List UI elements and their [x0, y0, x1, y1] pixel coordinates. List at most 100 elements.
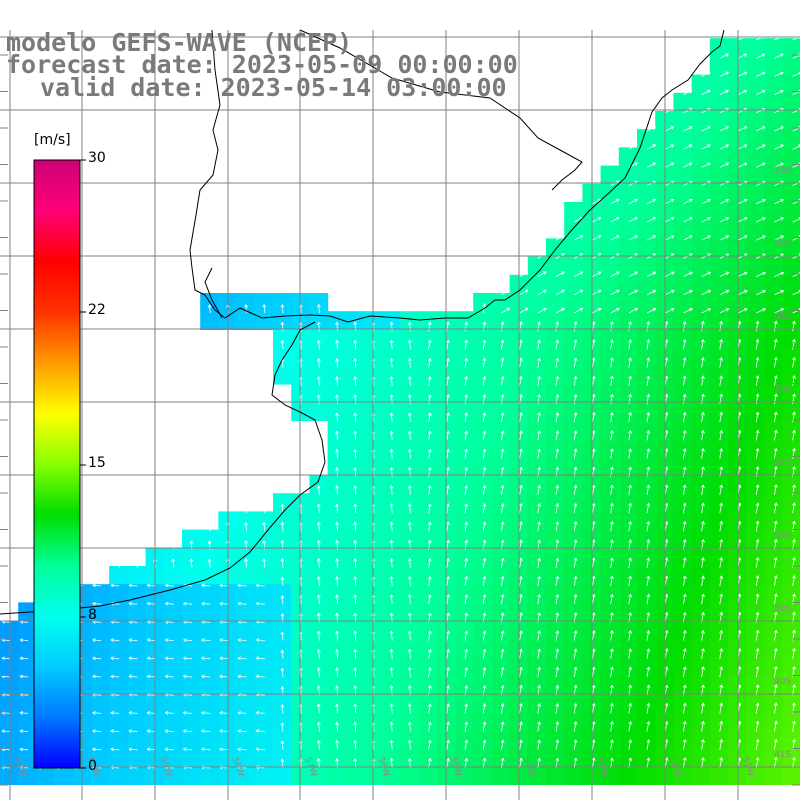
wind-arrow-shaft	[2, 657, 11, 660]
lat-label: 36S	[774, 385, 791, 395]
wind-arrow-head	[755, 611, 760, 616]
wind-arrow-head	[798, 108, 800, 112]
wind-arrow-shaft	[219, 639, 229, 641]
wind-arrow-head	[500, 593, 505, 598]
wind-arrow-head	[780, 235, 785, 239]
wind-speed-cell	[764, 638, 784, 658]
wind-arrow	[146, 710, 156, 715]
wind-arrow-shaft	[719, 235, 729, 241]
wind-arrow-head	[316, 739, 321, 744]
wind-arrow-head	[773, 502, 778, 507]
wind-arrow-head	[755, 484, 760, 488]
wind-arrow-head	[219, 674, 223, 679]
wind-speed-cell	[291, 711, 310, 731]
wind-arrow-head	[719, 429, 723, 434]
wind-speed-cell	[273, 638, 292, 658]
wind-arrow-shaft	[92, 748, 102, 751]
wind-arrow-shaft	[774, 290, 784, 296]
wind-speed-cell	[345, 675, 365, 694]
wind-arrow-head	[682, 411, 687, 416]
wind-speed-cell	[764, 420, 784, 440]
wind-speed-cell	[782, 493, 800, 512]
wind-arrow	[555, 502, 560, 514]
wind-speed-cell	[618, 293, 638, 312]
wind-arrow-shaft	[701, 321, 704, 332]
wind-arrow-shaft	[519, 594, 522, 605]
wind-arrow	[573, 575, 578, 587]
wind-speed-cell	[728, 748, 747, 767]
wind-arrow	[537, 430, 541, 441]
wind-arrow-shaft	[774, 163, 784, 168]
wind-speed-cell	[291, 584, 310, 603]
wind-speed-cell	[746, 675, 765, 694]
wind-arrow	[237, 729, 247, 733]
wind-arrow	[792, 429, 796, 441]
wind-speed-cell	[782, 420, 800, 440]
wind-speed-cell	[618, 311, 638, 330]
wind-arrow	[646, 702, 651, 714]
wind-speed-cell	[109, 711, 128, 731]
wind-arrow	[555, 739, 560, 750]
wind-arrow-shaft	[610, 217, 620, 223]
wind-arrow	[755, 593, 760, 605]
wind-arrow	[353, 594, 358, 605]
wind-speed-cell	[564, 493, 583, 512]
wind-arrow-head	[591, 520, 596, 525]
wind-arrow-head	[591, 721, 596, 725]
wind-arrow-shaft	[482, 376, 486, 386]
wind-arrow-shaft	[300, 558, 302, 568]
wind-arrow-shaft	[610, 521, 613, 532]
wind-arrow-shaft	[354, 503, 357, 514]
wind-arrow-head	[610, 393, 614, 398]
wind-arrow-shaft	[719, 217, 729, 223]
wind-speed-cell	[455, 638, 474, 658]
wind-speed-cell	[673, 147, 693, 167]
wind-arrow	[701, 738, 705, 750]
wind-arrow	[482, 575, 487, 587]
wind-arrow	[464, 521, 469, 532]
wind-arrow	[573, 666, 578, 678]
wind-arrow-head	[407, 503, 412, 507]
wind-arrow-shaft	[610, 339, 613, 350]
wind-arrow-shaft	[2, 639, 11, 641]
wind-arrow-shaft	[665, 271, 675, 277]
wind-arrow-head	[573, 648, 578, 653]
wind-arrow-head	[555, 448, 560, 453]
wind-arrow-head	[725, 144, 730, 148]
wind-arrow-shaft	[391, 667, 393, 678]
wind-speed-cell	[109, 620, 128, 640]
wind-arrow-shaft	[501, 594, 504, 605]
wind-arrow	[519, 271, 529, 277]
wind-arrow	[719, 126, 730, 132]
wind-arrow-shaft	[683, 630, 686, 641]
wind-arrow-shaft	[555, 667, 559, 678]
wind-arrow-shaft	[628, 721, 631, 732]
wind-speed-cell	[345, 347, 365, 367]
wind-arrow-shaft	[792, 503, 795, 514]
wind-speed-cell	[600, 311, 620, 330]
wind-speed-cell	[491, 711, 511, 731]
wind-arrow-shaft	[238, 730, 247, 732]
wind-arrow	[518, 321, 523, 332]
wind-arrow	[646, 448, 651, 459]
wind-arrow-shaft	[646, 721, 650, 732]
wind-arrow-head	[407, 630, 412, 635]
wind-arrow-head	[500, 612, 505, 616]
wind-arrow	[555, 521, 560, 532]
wind-speed-cell	[0, 693, 19, 713]
wind-arrow-shaft	[336, 322, 338, 332]
colorbar-unit-label: [m/s]	[34, 132, 71, 148]
wind-arrow	[201, 656, 211, 661]
wind-speed-cell	[600, 566, 620, 585]
wind-arrow-shaft	[147, 694, 156, 696]
wind-speed-cell	[782, 475, 800, 494]
wind-arrow	[719, 338, 723, 350]
wind-arrow-shaft	[573, 667, 577, 678]
wind-arrow	[737, 53, 748, 59]
wind-arrow	[665, 198, 675, 205]
wind-arrow	[719, 289, 730, 296]
wind-arrow-shaft	[737, 162, 747, 168]
wind-arrow-shaft	[391, 376, 393, 386]
wind-speed-cell	[400, 384, 420, 403]
wind-arrow-head	[428, 703, 432, 707]
